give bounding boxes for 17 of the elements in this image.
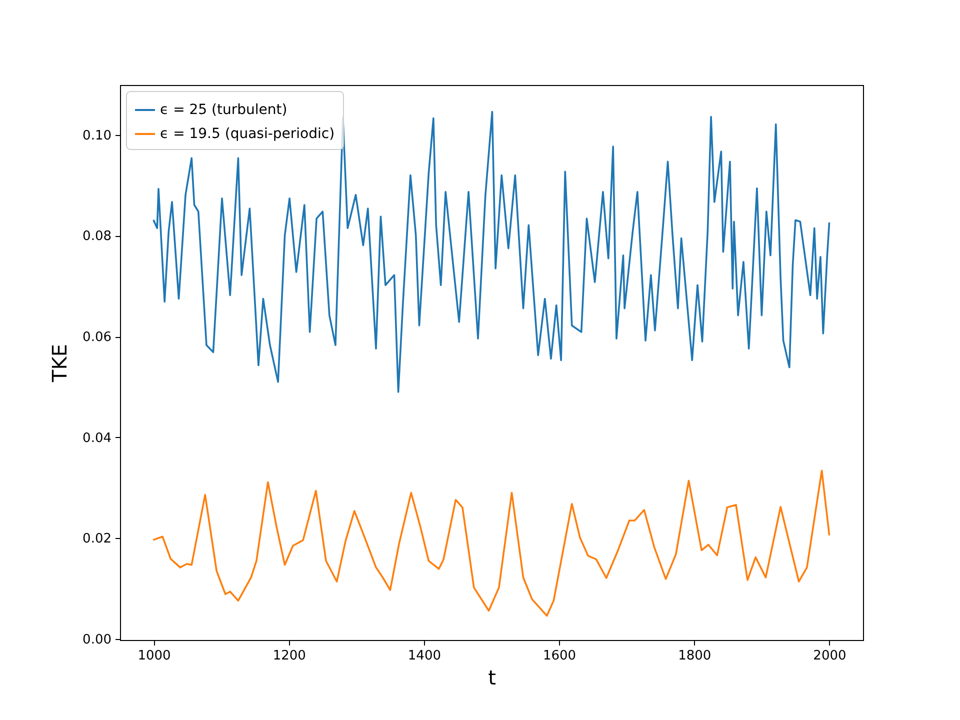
- x-tick-label: 1800: [678, 648, 712, 664]
- legend-label: ϵ = 19.5 (quasi-periodic): [160, 126, 335, 142]
- y-tick-label: 0.08: [82, 229, 112, 244]
- x-axis-title: t: [488, 666, 496, 690]
- legend-label: ϵ = 25 (turbulent): [160, 102, 288, 118]
- y-tick-label: 0.04: [82, 430, 112, 446]
- line-series: [152, 470, 830, 617]
- x-tick-label: 2000: [813, 648, 846, 664]
- x-tick-label: 1600: [543, 648, 576, 664]
- y-tick-label: 0.00: [82, 632, 112, 648]
- y-axis-title: TKE: [48, 344, 72, 383]
- x-tick-label: 1400: [408, 648, 441, 664]
- x-tick-label: 1200: [272, 648, 306, 664]
- y-tick-label: 0.10: [82, 128, 112, 144]
- y-tick-label: 0.06: [82, 330, 112, 346]
- y-tick-label: 0.02: [82, 532, 112, 547]
- x-tick-label: 1000: [138, 648, 171, 664]
